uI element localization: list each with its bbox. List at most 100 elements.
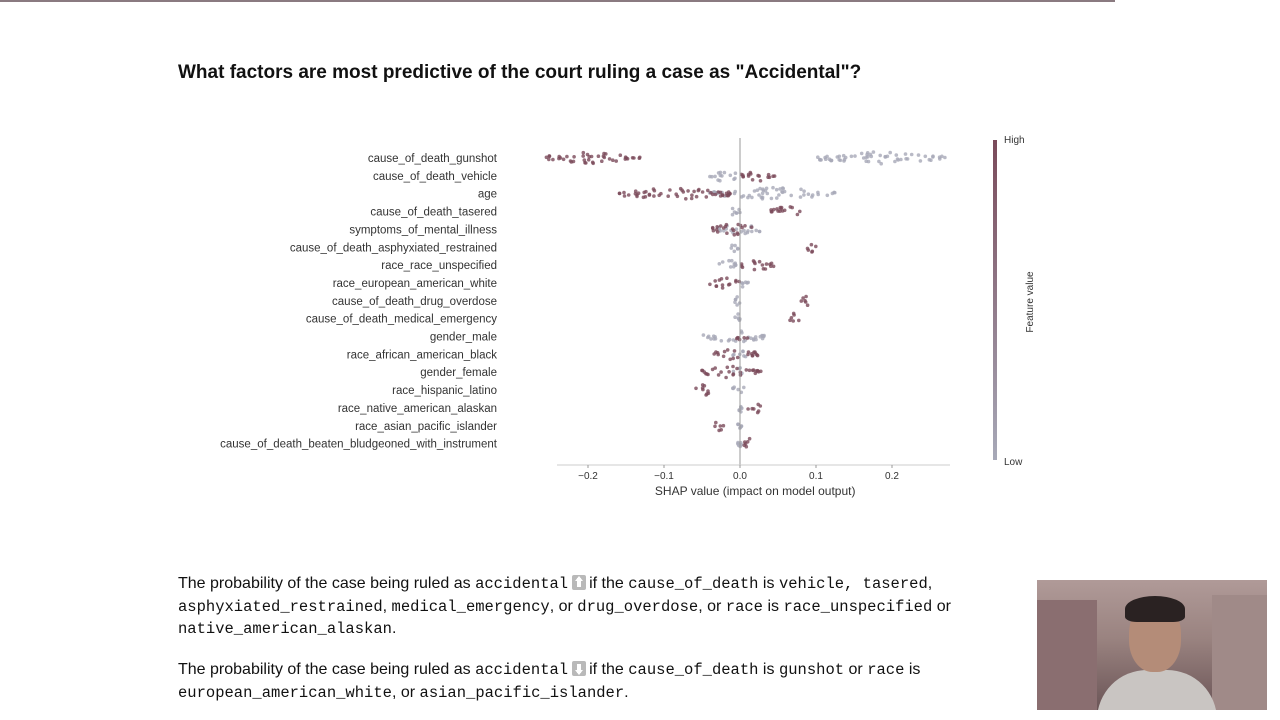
shap-point-high: [624, 156, 629, 160]
shap-point-low: [769, 196, 774, 201]
shap-point-high: [617, 191, 622, 196]
shap-point-low: [760, 191, 765, 196]
shap-point-high: [720, 283, 725, 287]
shap-point-high: [791, 319, 795, 323]
shap-point-low: [742, 228, 746, 233]
code-term: race: [867, 661, 905, 679]
shap-point-low: [806, 192, 811, 196]
shap-point-high: [725, 276, 729, 280]
shap-point-low: [764, 186, 769, 191]
shap-point-high: [724, 375, 728, 380]
shap-point-high: [713, 424, 717, 429]
shap-point-low: [751, 338, 756, 342]
explanation-decrease: The probability of the case being ruled …: [178, 659, 1038, 704]
shap-point-high: [666, 194, 670, 198]
slide-heading: What factors are most predictive of the …: [178, 62, 862, 83]
feature-label: cause_of_death_asphyxiated_restrained: [290, 242, 497, 254]
explanation-text: if the: [589, 575, 624, 592]
feature-label: age: [478, 189, 497, 201]
feature-label: gender_female: [420, 367, 497, 379]
shap-point-high: [557, 156, 561, 161]
code-term: european_american_white: [178, 683, 392, 702]
shap-point-high: [657, 193, 661, 198]
shap-point-low: [730, 206, 735, 211]
shap-point-low: [866, 155, 870, 159]
shap-point-high: [769, 261, 774, 266]
shap-point-high: [805, 246, 810, 251]
webcam-video: [1037, 580, 1267, 710]
shap-point-low: [731, 338, 736, 342]
shap-point-high: [689, 196, 694, 201]
shap-point-high: [706, 372, 710, 377]
explanation-text: .: [624, 683, 629, 701]
shap-point-low: [729, 246, 734, 250]
feature-label: cause_of_death_medical_emergency: [306, 314, 497, 326]
shap-point-high: [630, 156, 635, 160]
shap-point-high: [750, 406, 754, 411]
shap-point-low: [780, 190, 785, 195]
shap-point-low: [816, 155, 820, 159]
shap-point-low: [909, 152, 914, 157]
shap-point-high: [713, 192, 718, 197]
shap-point-high: [614, 159, 618, 163]
shap-point-low: [879, 161, 883, 166]
code-term: native_american_alaskan: [178, 620, 392, 638]
colorbar-low-label: Low: [1004, 457, 1023, 468]
explanation-text: is: [767, 597, 779, 615]
shap-point-high: [652, 188, 657, 193]
shap-point-high: [749, 172, 753, 176]
shap-point-low: [903, 152, 908, 156]
shap-point-low: [728, 173, 733, 178]
shap-point-high: [732, 233, 737, 237]
shap-point-high: [544, 155, 549, 160]
shap-point-low: [747, 193, 752, 198]
shap-point-high: [692, 189, 696, 194]
shap-point-low: [938, 157, 942, 161]
shap-point-high: [716, 373, 721, 377]
shap-point-low: [849, 154, 854, 159]
code-term: vehicle, tasered: [778, 575, 928, 593]
shap-point-high: [644, 189, 648, 194]
shap-point-low: [730, 258, 734, 263]
shap-point-high: [805, 303, 810, 307]
explanation-text: is: [762, 575, 775, 592]
shap-point-low: [760, 195, 765, 200]
shap-point-high: [755, 410, 760, 415]
shap-point-low: [728, 265, 733, 269]
shap-point-high: [750, 353, 755, 358]
shap-point-low: [720, 260, 725, 264]
shap-point-low: [722, 229, 726, 233]
shap-point-low: [733, 315, 737, 319]
shap-point-high: [814, 244, 818, 249]
code-term: asian_pacific_islander: [419, 683, 625, 702]
shap-point-low: [741, 194, 746, 198]
top-rule: [0, 0, 1115, 2]
shap-point-high: [795, 212, 800, 217]
code-term: cause_of_death: [628, 661, 759, 679]
shap-point-low: [777, 193, 781, 197]
shap-point-low: [731, 369, 736, 374]
shap-point-low: [736, 312, 740, 316]
shap-point-high: [675, 194, 680, 199]
shap-point-high: [735, 355, 740, 360]
shap-point-low: [730, 243, 734, 248]
shap-point-high: [747, 436, 752, 441]
shap-point-high: [740, 225, 744, 230]
shap-point-high: [810, 249, 815, 254]
shap-point-low: [701, 333, 706, 337]
shap-point-high: [719, 277, 724, 281]
shap-point-high: [684, 197, 688, 201]
shap-point-high: [755, 353, 760, 358]
shap-point-high: [714, 284, 719, 288]
explanation-text: , or: [391, 683, 416, 701]
shap-point-high: [731, 373, 735, 377]
shap-point-high: [789, 316, 794, 320]
shap-point-low: [719, 339, 724, 343]
shap-point-low: [735, 246, 740, 251]
shap-point-low: [802, 193, 806, 197]
shap-point-low: [734, 227, 739, 231]
shap-point-high: [728, 357, 732, 362]
shap-point-high: [636, 191, 641, 195]
explanation-text: or: [848, 661, 863, 678]
shap-point-high: [604, 152, 608, 156]
